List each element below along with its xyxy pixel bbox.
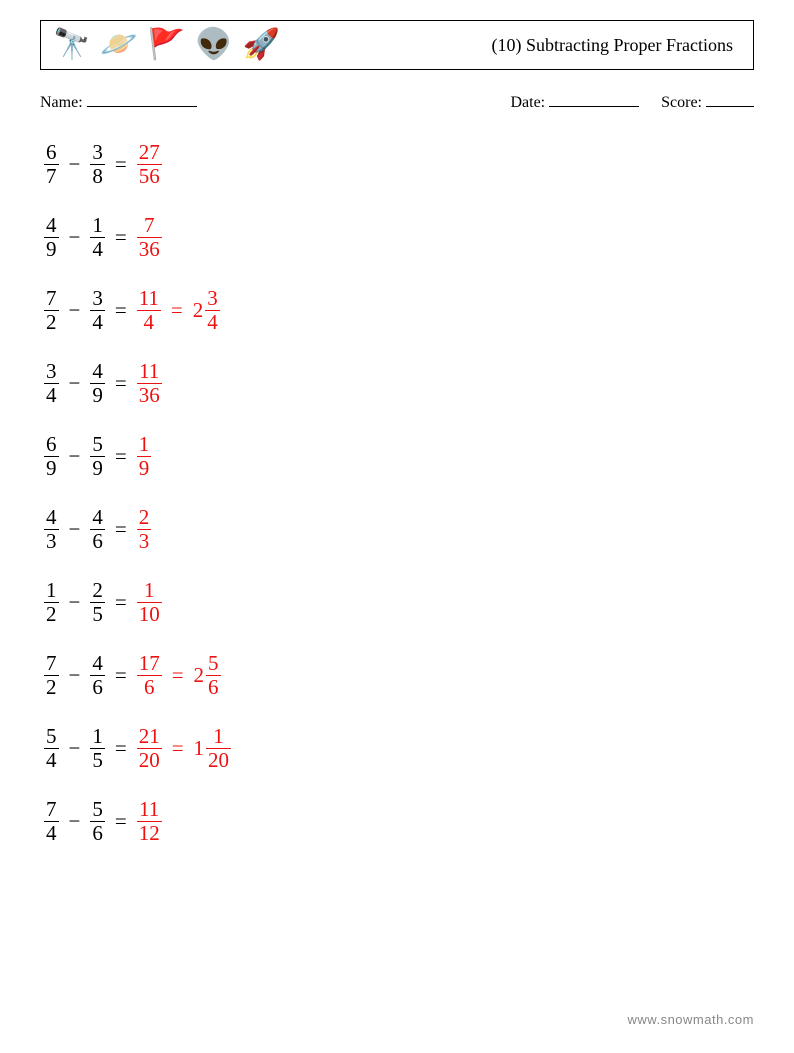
name-label: Name: [40, 94, 83, 112]
equals-sign: = [167, 300, 187, 321]
fraction: 2120 [137, 726, 162, 771]
problem-row: 49−14 = 736 [44, 215, 754, 260]
fraction: 12 [44, 580, 59, 625]
fraction: 49 [44, 215, 59, 260]
minus-sign: − [65, 227, 85, 248]
planet-icon: 🪐 [100, 30, 137, 60]
equals-sign: = [111, 665, 131, 686]
problem-row: 72−34=114=234 [44, 288, 754, 333]
flag-icon: 🚩 [148, 30, 185, 60]
minus-sign: − [65, 446, 85, 467]
problem-row: 69−59 = 19 [44, 434, 754, 479]
equals-sign: = [168, 665, 188, 686]
fraction: 56 [206, 653, 221, 698]
header-box: 🔭 🪐 🚩 👽 🚀 (10) Subtracting Proper Fracti… [40, 20, 754, 70]
name-blank[interactable] [87, 92, 197, 107]
fraction: 19 [137, 434, 152, 479]
fraction: 38 [90, 142, 105, 187]
equals-sign: = [111, 227, 131, 248]
meta-row: Name: Date: Score: [40, 92, 754, 112]
minus-sign: − [65, 738, 85, 759]
fraction: 1136 [137, 361, 162, 406]
mixed-number: 1120 [194, 726, 232, 771]
problem-row: 72−46 = 176 = 256 [44, 653, 754, 698]
fraction: 176 [137, 653, 162, 698]
minus-sign: − [65, 300, 85, 321]
worksheet-title: (10) Subtracting Proper Fractions [492, 35, 741, 56]
worksheet-page: 🔭 🪐 🚩 👽 🚀 (10) Subtracting Proper Fracti… [0, 0, 794, 1053]
minus-sign: − [65, 154, 85, 175]
fraction: 72 [44, 288, 59, 333]
telescope-icon: 🔭 [53, 30, 90, 60]
minus-sign: − [65, 373, 85, 394]
score-blank[interactable] [706, 92, 754, 107]
fraction: 34 [44, 361, 59, 406]
rocket-icon: 🚀 [242, 30, 279, 60]
fraction: 736 [137, 215, 162, 260]
equals-sign: = [111, 811, 131, 832]
mixed-number: 256 [194, 653, 221, 698]
equals-sign: = [111, 592, 131, 613]
fraction: 34 [90, 288, 105, 333]
fraction: 43 [44, 507, 59, 552]
minus-sign: − [65, 592, 85, 613]
fraction: 59 [90, 434, 105, 479]
footer-url: www.snowmath.com [628, 1012, 754, 1027]
fraction: 46 [90, 507, 105, 552]
equals-sign: = [111, 373, 131, 394]
fraction: 15 [90, 726, 105, 771]
equals-sign: = [168, 738, 188, 759]
fraction: 23 [137, 507, 152, 552]
minus-sign: − [65, 665, 85, 686]
equals-sign: = [111, 519, 131, 540]
problem-row: 12−25 = 110 [44, 580, 754, 625]
fraction: 14 [90, 215, 105, 260]
header-icons: 🔭 🪐 🚩 👽 🚀 [53, 30, 280, 60]
fraction: 56 [90, 799, 105, 844]
equals-sign: = [111, 154, 131, 175]
fraction: 54 [44, 726, 59, 771]
equals-sign: = [111, 446, 131, 467]
fraction: 72 [44, 653, 59, 698]
problem-row: 74−56 = 1112 [44, 799, 754, 844]
problem-row: 67−38 = 2756 [44, 142, 754, 187]
fraction: 46 [90, 653, 105, 698]
date-blank[interactable] [549, 92, 639, 107]
fraction: 110 [137, 580, 162, 625]
fraction: 114 [137, 288, 161, 333]
date-label: Date: [510, 94, 545, 112]
problem-row: 34−49 = 1136 [44, 361, 754, 406]
fraction: 69 [44, 434, 59, 479]
score-label: Score: [661, 94, 702, 112]
equals-sign: = [111, 738, 131, 759]
equals-sign: = [111, 300, 131, 321]
minus-sign: − [65, 811, 85, 832]
fraction: 25 [90, 580, 105, 625]
problems-list: 67−38=275649−14=73672−34=114=23434−49=11… [44, 142, 754, 844]
alien-icon: 👽 [195, 30, 232, 60]
fraction: 74 [44, 799, 59, 844]
fraction: 1112 [137, 799, 162, 844]
fraction: 49 [90, 361, 105, 406]
fraction: 2756 [137, 142, 162, 187]
fraction: 120 [206, 726, 231, 771]
minus-sign: − [65, 519, 85, 540]
fraction: 67 [44, 142, 59, 187]
problem-row: 43−46 = 23 [44, 507, 754, 552]
name-field: Name: [40, 92, 197, 112]
mixed-number: 234 [193, 288, 220, 333]
problem-row: 54−15 = 2120 = 1120 [44, 726, 754, 771]
fraction: 34 [205, 288, 220, 333]
